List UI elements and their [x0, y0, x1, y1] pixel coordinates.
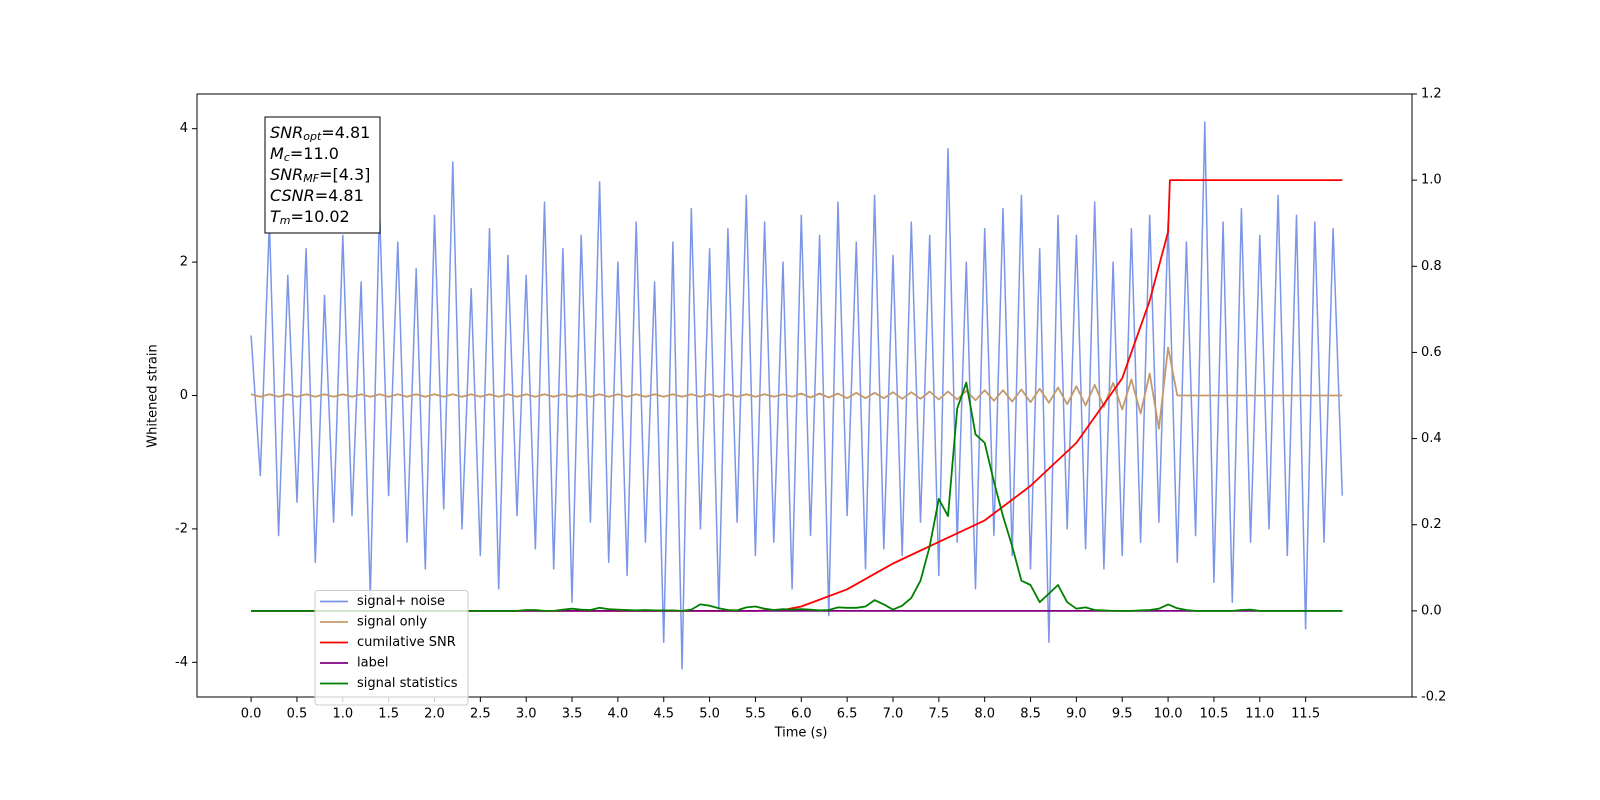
annotation-symbol: CSNR — [270, 186, 315, 205]
x-tick-label: 10.0 — [1154, 707, 1183, 722]
y2-tick-label: 0.2 — [1421, 517, 1442, 532]
legend-label: label — [357, 656, 388, 671]
x-tick-label: 2.5 — [470, 707, 491, 722]
y-tick-label: 2 — [180, 255, 188, 270]
annotation: SNRopt=4.81Mc=11.0SNRMF=[4.3]CSNR=4.81Tm… — [264, 116, 381, 234]
annotation-symbol: T — [270, 207, 281, 226]
annotation-text: =[4.3] — [319, 165, 370, 184]
legend-label: signal statistics — [357, 676, 458, 691]
x-tick-label: 3.5 — [562, 707, 583, 722]
legend-label: signal+ noise — [357, 594, 445, 609]
y2-tick-label: 1.0 — [1421, 173, 1442, 188]
x-tick-label: 9.0 — [1066, 707, 1087, 722]
y2-tick-label: 0.0 — [1421, 603, 1442, 618]
annotation-symbol: SNR — [270, 165, 303, 184]
x-tick-label: 5.5 — [745, 707, 766, 722]
legend-label: signal only — [357, 615, 427, 630]
annotation-subscript: MF — [303, 172, 319, 185]
x-tick-label: 6.0 — [791, 707, 812, 722]
annotation-subscript: c — [284, 151, 290, 164]
x-tick-label: 0.0 — [241, 707, 262, 722]
x-tick-label: 7.0 — [883, 707, 904, 722]
y-tick-label: 4 — [180, 121, 188, 136]
annotation-symbol: SNR — [270, 123, 303, 142]
y2-tick-label: 1.2 — [1421, 87, 1442, 102]
annotation-box — [264, 116, 381, 234]
annotation-subscript: opt — [303, 130, 322, 143]
annotation-symbol: M — [270, 144, 284, 163]
x-tick-label: 0.5 — [287, 707, 308, 722]
x-tick-label: 5.0 — [699, 707, 720, 722]
x-tick-label: 1.5 — [378, 707, 399, 722]
y-tick-label: -4 — [175, 655, 188, 670]
x-tick-label: 2.0 — [424, 707, 445, 722]
y2-tick-label: -0.2 — [1421, 690, 1446, 705]
y-axis-label: Whitened strain — [146, 344, 161, 447]
annotation-line: SNRopt=4.81 — [270, 123, 370, 144]
x-tick-label: 10.5 — [1199, 707, 1228, 722]
annotation-text: =4.81 — [315, 186, 364, 205]
y-tick-label: -2 — [175, 521, 188, 536]
legend: signal+ noise signal only cumilative SNR la… — [314, 590, 469, 706]
x-axis-label: Time (s) — [774, 726, 828, 741]
x-tick-label: 11.5 — [1291, 707, 1320, 722]
annotation-line: Tm=10.02 — [270, 207, 350, 228]
x-tick-label: 1.0 — [332, 707, 353, 722]
annotation-text: =10.02 — [291, 207, 350, 226]
x-tick-label: 8.5 — [1020, 707, 1041, 722]
x-tick-label: 11.0 — [1245, 707, 1274, 722]
x-tick-label: 7.5 — [928, 707, 949, 722]
x-tick-label: 3.0 — [516, 707, 537, 722]
series-line — [250, 346, 1343, 430]
annotation-text: =4.81 — [321, 123, 370, 142]
x-tick-label: 4.0 — [608, 707, 629, 722]
y2-tick-label: 0.4 — [1421, 431, 1442, 446]
annotation-line: Mc=11.0 — [270, 144, 339, 165]
annotation-subscript: m — [280, 214, 291, 227]
annotation-text: =11.0 — [290, 144, 339, 163]
x-tick-label: 8.0 — [974, 707, 995, 722]
y-tick-label: 0 — [180, 388, 188, 403]
legend-label: cumilative SNR — [357, 635, 456, 650]
annotation-line: SNRMF=[4.3] — [270, 165, 370, 186]
annotation-line: CSNR=4.81 — [270, 186, 364, 205]
series-line — [250, 121, 1344, 670]
y2-tick-label: 0.6 — [1421, 345, 1442, 360]
x-tick-label: 4.5 — [653, 707, 674, 722]
y2-tick-label: 0.8 — [1421, 259, 1442, 274]
x-tick-label: 9.5 — [1112, 707, 1133, 722]
legend-box — [314, 590, 469, 706]
x-tick-label: 6.5 — [837, 707, 858, 722]
